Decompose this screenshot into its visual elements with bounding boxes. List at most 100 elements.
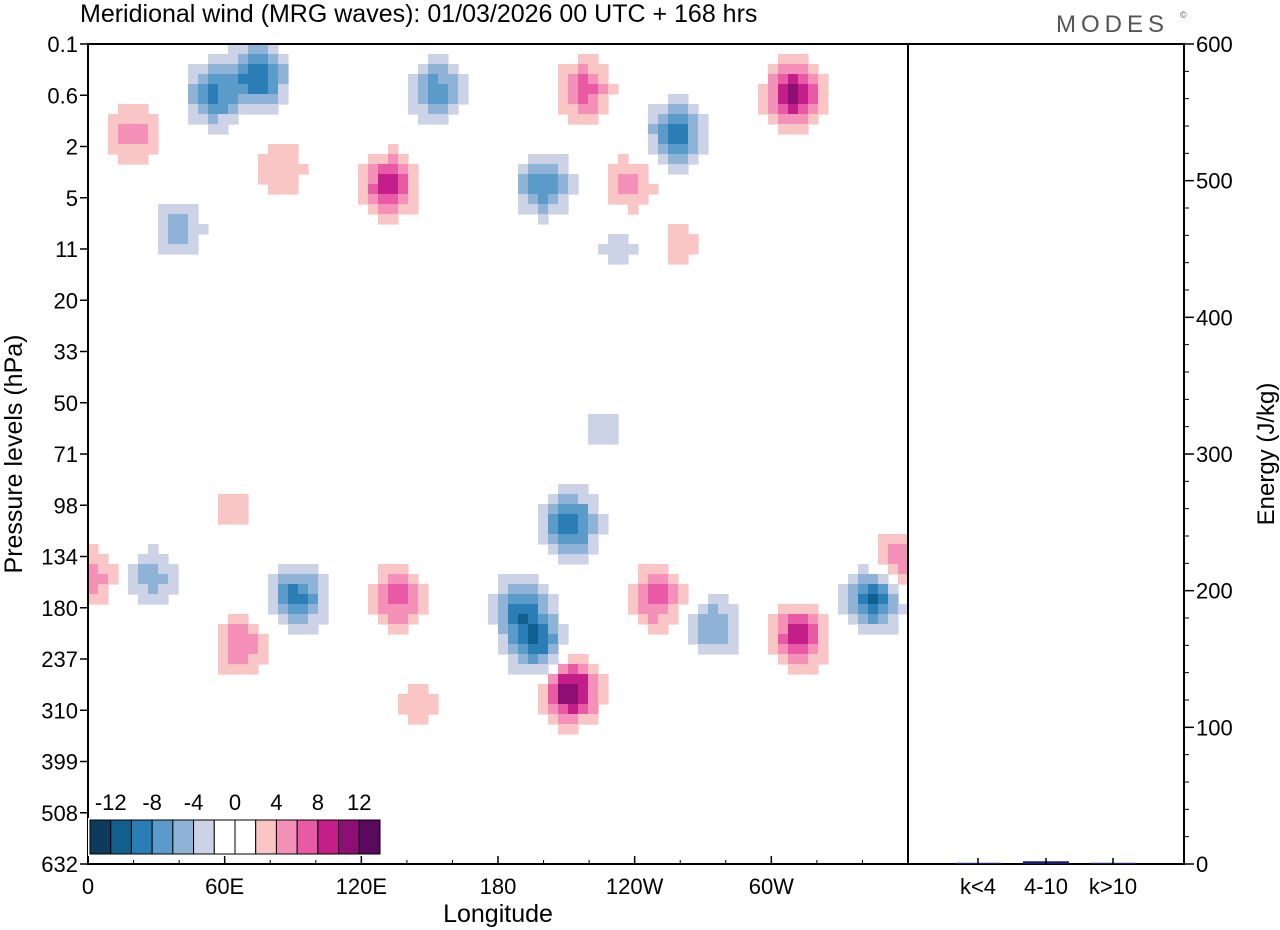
heatmap-cell — [578, 694, 589, 705]
heatmap-cell — [128, 114, 139, 125]
heatmap-cell — [638, 164, 649, 175]
heatmap-cell — [368, 584, 379, 595]
heatmap-cell — [228, 64, 239, 75]
heatmap-cell — [698, 114, 709, 125]
heatmap-cell — [408, 84, 419, 95]
heatmap-cell — [238, 654, 249, 665]
colorbar-swatch — [110, 819, 132, 855]
heatmap-cell — [708, 604, 719, 615]
heatmap-cell — [678, 244, 689, 255]
heatmap-cell — [578, 514, 589, 525]
heatmap-cell — [398, 564, 409, 575]
heatmap-cell — [688, 104, 699, 115]
heatmap-cell — [518, 664, 529, 675]
heatmap-cell — [538, 174, 549, 185]
heatmap-cell — [588, 534, 599, 545]
heatmap-cell — [218, 644, 229, 655]
heatmap-cell — [408, 184, 419, 195]
heatmap-cell — [218, 54, 229, 65]
heatmap-cell — [408, 164, 419, 175]
heatmap-cell — [798, 104, 809, 115]
heatmap-cell — [778, 64, 789, 75]
colorbar-swatch — [151, 819, 174, 855]
heatmap-cell — [708, 594, 719, 605]
heatmap-cell — [268, 184, 279, 195]
heatmap-cell — [458, 74, 469, 85]
heatmap-cell — [168, 234, 179, 245]
heatmap-cell — [298, 614, 309, 625]
heatmap-cell — [718, 634, 729, 645]
heatmap-cell — [778, 624, 789, 635]
heatmap-cell — [438, 84, 449, 95]
heatmap-cell — [538, 154, 549, 165]
heatmap-cell — [518, 654, 529, 665]
heatmap-cell — [88, 554, 99, 565]
heatmap-cell — [708, 614, 719, 625]
heatmap-cell — [408, 104, 419, 115]
heatmap-cell — [808, 654, 819, 665]
heatmap-cell — [668, 594, 679, 605]
pressure-axis: 0.1 0.6 2 5 11 20 33 50 71 98 134 180 237 310 399 508 63… — [41, 32, 88, 877]
heatmap-cell — [258, 164, 269, 175]
heatmap-cell — [288, 154, 299, 165]
heatmap-cell — [418, 594, 429, 605]
heatmap-cell — [598, 514, 609, 525]
heatmap-cell — [698, 634, 709, 645]
heatmap-cell — [898, 534, 909, 545]
heatmap-cell — [318, 584, 329, 595]
heatmap-cell — [548, 694, 559, 705]
heatmap-cell — [878, 544, 889, 555]
heatmap-cell — [798, 664, 809, 675]
heatmap-cell — [108, 124, 119, 135]
heatmap-cell — [898, 574, 909, 585]
heatmap-cell — [568, 704, 579, 715]
heatmap-cell — [488, 604, 499, 615]
heatmap-cell — [698, 614, 709, 625]
heatmap-cell — [378, 574, 389, 585]
heatmap-cell — [268, 164, 279, 175]
heatmap-cell — [578, 54, 589, 65]
heatmap-cell — [588, 84, 599, 95]
heatmap-cell — [818, 94, 829, 105]
heatmap-cell — [538, 504, 549, 515]
heatmap-cell — [548, 644, 559, 655]
heatmap-cell — [168, 584, 179, 595]
heatmap-cell — [578, 74, 589, 85]
heatmap-cell — [498, 594, 509, 605]
colorbar-swatch — [89, 819, 112, 855]
heatmap-cell — [688, 144, 699, 155]
heatmap-cell — [698, 624, 709, 635]
heatmap-cell — [518, 194, 529, 205]
heatmap-cell — [568, 184, 579, 195]
brand-mark: © — [1180, 10, 1187, 20]
heatmap-cell — [778, 634, 789, 645]
heatmap-cell — [568, 654, 579, 665]
heatmap-cell — [898, 554, 909, 565]
heatmap-cell — [508, 634, 519, 645]
heatmap-cell — [898, 604, 909, 615]
heatmap-cell — [778, 124, 789, 135]
heatmap-cell — [288, 164, 299, 175]
heatmap-cell — [278, 144, 289, 155]
heatmap-cell — [728, 614, 739, 625]
heatmap-cell — [118, 144, 129, 155]
longitude-axis: 0 60E 120E 180 120W 60W — [82, 856, 909, 899]
brand-logo: MODES — [1056, 11, 1169, 38]
heatmap-cell — [428, 694, 439, 705]
heatmap-cell — [368, 154, 379, 165]
heatmap-cell — [658, 134, 669, 145]
heatmap-cell — [568, 74, 579, 85]
heatmap-cell — [888, 534, 899, 545]
heatmap-cell — [308, 564, 319, 575]
heatmap-cell — [788, 604, 799, 615]
heatmap-cell — [658, 594, 669, 605]
colorbar-swatch — [172, 819, 195, 855]
heatmap-cell — [218, 114, 229, 125]
heatmap-cell — [818, 614, 829, 625]
heatmap-cell — [558, 724, 569, 735]
heatmap-cell — [438, 74, 449, 85]
heatmap-cell — [798, 644, 809, 655]
heatmap-cell — [638, 584, 649, 595]
heatmap-cell — [408, 604, 419, 615]
heatmap-cell — [288, 614, 299, 625]
